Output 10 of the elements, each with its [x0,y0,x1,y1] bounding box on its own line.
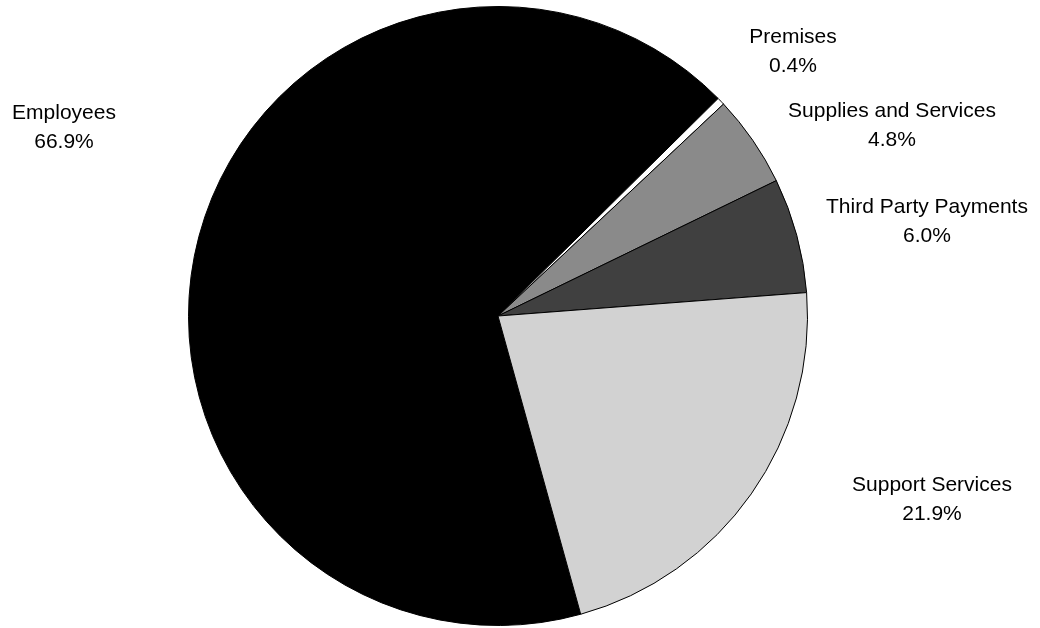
data-label: 66.9% [34,129,94,152]
slice-label: Third Party Payments [826,194,1028,217]
data-label: 6.0% [903,223,951,246]
data-label: 4.8% [868,127,916,150]
slice-label: Employees [12,100,116,123]
slice-label: Supplies and Services [788,98,996,121]
data-label: 0.4% [769,53,817,76]
data-label: 21.9% [902,501,962,524]
slice-label: Premises [749,24,837,47]
slice-label: Support Services [852,472,1012,495]
